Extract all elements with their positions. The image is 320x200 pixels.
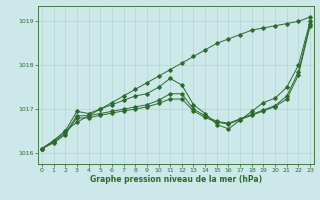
X-axis label: Graphe pression niveau de la mer (hPa): Graphe pression niveau de la mer (hPa) bbox=[90, 175, 262, 184]
